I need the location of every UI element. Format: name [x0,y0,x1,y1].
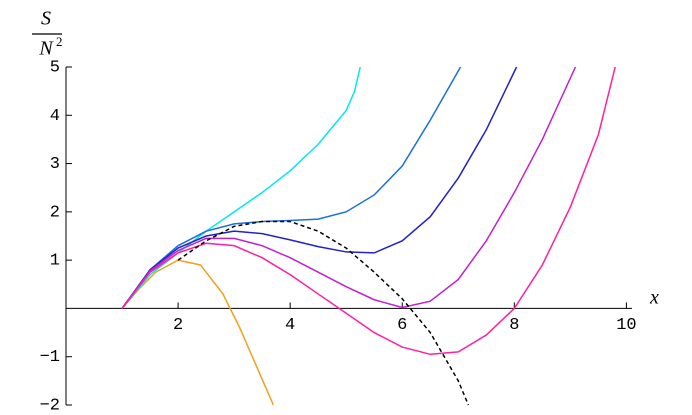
curve [121,66,518,309]
y-tick-label: 4 [50,107,60,126]
curve [121,259,275,406]
y-tick-label: −2 [40,396,60,415]
x-tick-label: 10 [616,316,636,335]
y-tick-label: 3 [50,155,60,174]
x-tick-label: 2 [173,316,183,335]
y-tick-label: −1 [40,348,60,367]
y-label-exponent: 2 [56,34,63,49]
y-tick-label: 1 [50,252,60,271]
curve [121,66,616,356]
x-label: x [649,287,659,309]
y-label-numerator: S [41,8,51,30]
curve [121,66,577,309]
curve [121,66,462,309]
y-tick-label: 5 [50,58,60,77]
curve [121,66,361,309]
y-label-denominator: N [38,38,54,60]
x-tick-label: 8 [509,316,519,335]
x-tick-label: 4 [285,316,295,335]
x-tick-label: 6 [397,316,407,335]
y-tick-label: 2 [50,203,60,222]
curve [177,220,470,406]
